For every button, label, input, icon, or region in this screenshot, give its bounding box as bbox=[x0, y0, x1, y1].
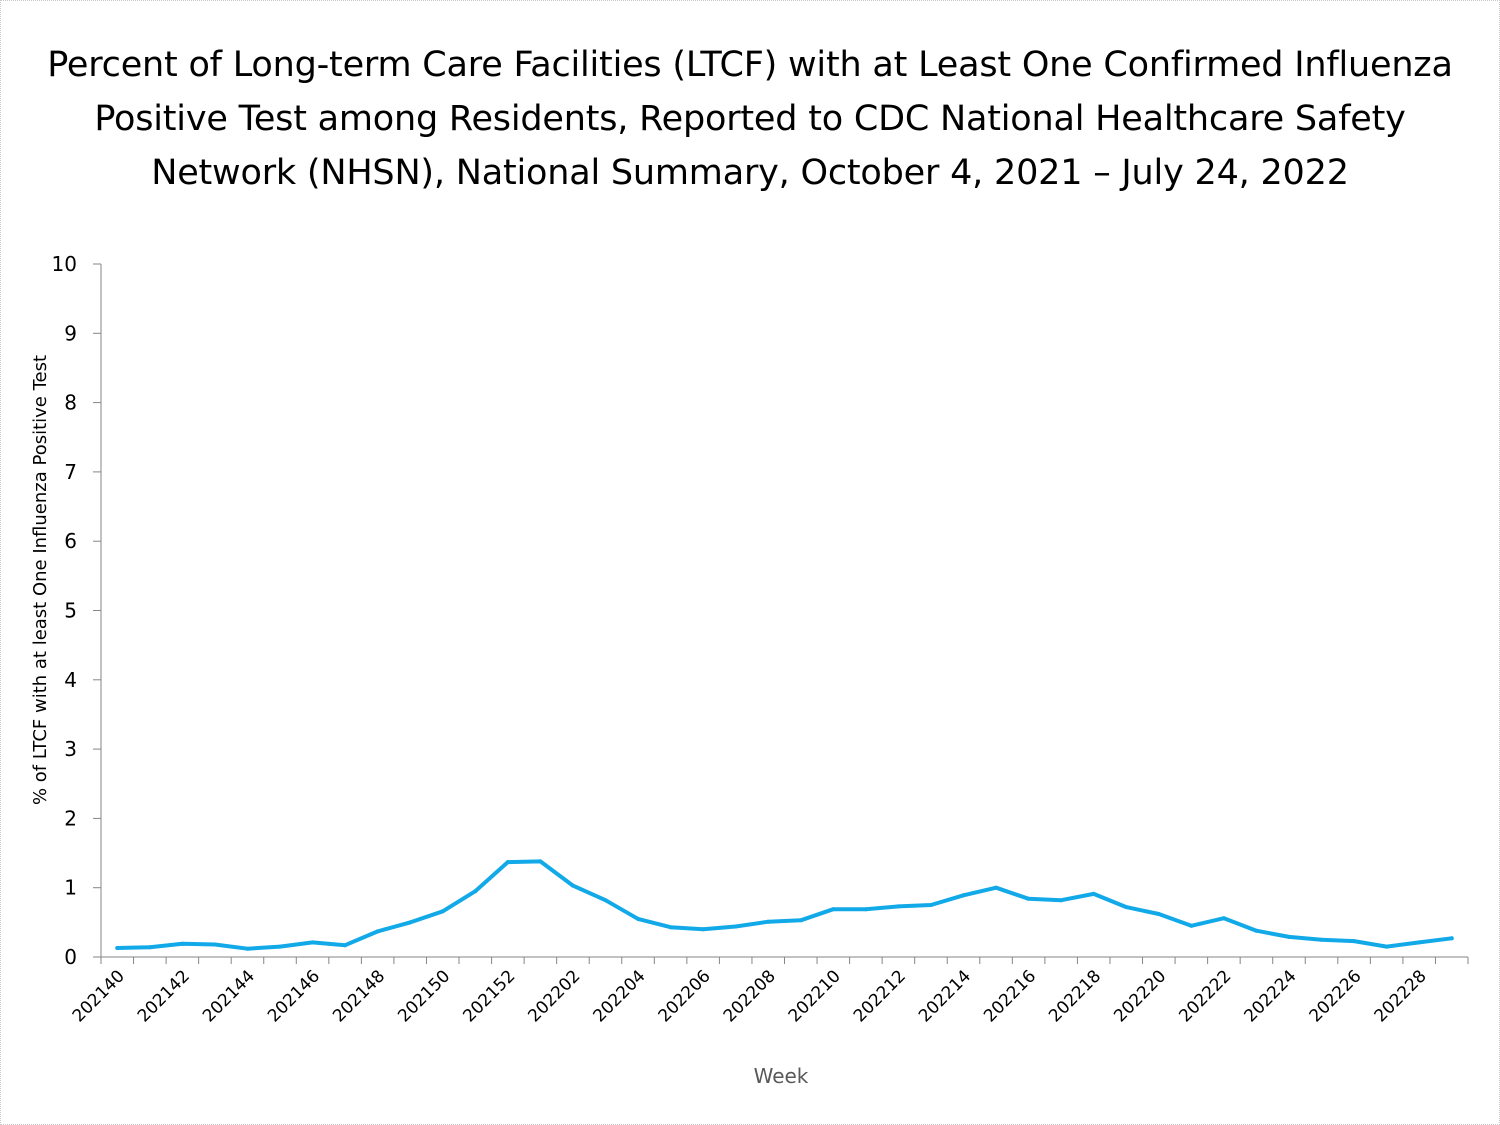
data-point bbox=[1124, 905, 1129, 910]
x-tick-label: 202206 bbox=[655, 966, 715, 1026]
data-point bbox=[798, 918, 803, 923]
y-tick-label: 4 bbox=[64, 668, 77, 692]
x-tick-label: 202152 bbox=[459, 966, 519, 1026]
x-tick-label: 202150 bbox=[394, 966, 454, 1026]
data-point bbox=[473, 889, 478, 894]
data-point bbox=[603, 898, 608, 903]
x-tick-label: 202220 bbox=[1110, 966, 1170, 1026]
x-tick-label: 202214 bbox=[915, 966, 975, 1026]
data-point bbox=[115, 946, 120, 950]
data-point bbox=[375, 929, 380, 934]
y-tick-label: 10 bbox=[52, 252, 77, 276]
data-point bbox=[668, 925, 673, 930]
data-point bbox=[766, 919, 771, 924]
y-tick-label: 9 bbox=[64, 321, 77, 345]
data-point bbox=[831, 907, 836, 912]
x-tick-label: 202146 bbox=[264, 966, 324, 1026]
data-point bbox=[408, 920, 413, 925]
data-point bbox=[245, 946, 250, 951]
data-point bbox=[1319, 937, 1324, 942]
y-tick-label: 6 bbox=[64, 529, 77, 553]
data-point bbox=[961, 893, 966, 898]
data-point bbox=[147, 945, 152, 950]
chart-axes bbox=[100, 264, 1468, 958]
x-tick-label: 202226 bbox=[1306, 966, 1366, 1026]
y-axis-ticks: 0 1 2 3 4 5 6 7 8 9 10 bbox=[52, 252, 101, 969]
data-point bbox=[863, 907, 868, 912]
x-tick-label: 202202 bbox=[524, 966, 584, 1026]
y-tick-label: 5 bbox=[64, 599, 77, 623]
data-point bbox=[896, 904, 901, 909]
chart-title-line-2: Positive Test among Residents, Reported … bbox=[94, 99, 1406, 139]
data-point bbox=[343, 943, 348, 948]
data-point bbox=[212, 942, 217, 947]
data-point bbox=[1221, 916, 1226, 921]
chart-title-line-1: Percent of Long-term Care Facilities (LT… bbox=[47, 45, 1453, 85]
data-point bbox=[1254, 928, 1259, 933]
data-point bbox=[278, 944, 282, 949]
chart-title: Percent of Long-term Care Facilities (LT… bbox=[0, 38, 1500, 200]
x-tick-label: 202204 bbox=[590, 966, 650, 1026]
x-tick-label: 202144 bbox=[199, 966, 259, 1026]
chart-title-line-3: Network (NHSN), National Summary, Octobe… bbox=[151, 153, 1349, 193]
x-tick-label: 202140 bbox=[69, 966, 129, 1026]
y-axis-label: % of LTCF with at least One Influenza Po… bbox=[30, 355, 51, 805]
x-tick-label: 202218 bbox=[1045, 966, 1105, 1026]
series-line-0 bbox=[115, 859, 1454, 951]
x-tick-label: 202148 bbox=[329, 966, 389, 1026]
data-point bbox=[636, 916, 640, 921]
x-tick-label: 202222 bbox=[1175, 966, 1235, 1026]
y-tick-label: 3 bbox=[64, 737, 77, 761]
data-point bbox=[1287, 934, 1291, 939]
data-point bbox=[570, 883, 575, 888]
x-tick-label: 202228 bbox=[1371, 966, 1431, 1026]
y-tick-label: 0 bbox=[64, 945, 77, 969]
x-axis-ticks: 202140 202142 202144 202146 202148 202150 2021… bbox=[69, 957, 1469, 1026]
data-point bbox=[538, 859, 543, 864]
x-tick-label: 202216 bbox=[980, 966, 1040, 1026]
data-point bbox=[929, 903, 933, 907]
data-point bbox=[1059, 898, 1064, 903]
data-point bbox=[994, 885, 999, 890]
data-point bbox=[1449, 936, 1454, 941]
data-point bbox=[1384, 944, 1389, 949]
y-tick-label: 7 bbox=[64, 460, 77, 484]
y-tick-label: 8 bbox=[64, 391, 77, 415]
data-point bbox=[1091, 891, 1096, 896]
data-point bbox=[1156, 912, 1161, 916]
data-point bbox=[505, 860, 510, 865]
x-tick-label: 202212 bbox=[850, 966, 910, 1026]
x-tick-label: 202142 bbox=[134, 966, 194, 1026]
y-tick-label: 1 bbox=[64, 876, 77, 900]
x-tick-label: 202224 bbox=[1240, 966, 1300, 1026]
x-tick-label: 202210 bbox=[785, 966, 845, 1026]
data-point bbox=[701, 927, 706, 932]
data-point bbox=[1189, 923, 1194, 928]
x-axis-label: Week bbox=[754, 1064, 809, 1088]
data-point bbox=[1352, 939, 1357, 944]
data-point bbox=[310, 940, 315, 945]
data-point bbox=[180, 941, 185, 946]
y-tick-label: 2 bbox=[64, 806, 77, 830]
data-point bbox=[440, 909, 445, 914]
data-point bbox=[1417, 940, 1422, 945]
series-layer bbox=[115, 859, 1454, 951]
data-point bbox=[733, 924, 738, 929]
x-tick-label: 202208 bbox=[720, 966, 780, 1026]
data-point bbox=[1026, 896, 1031, 901]
